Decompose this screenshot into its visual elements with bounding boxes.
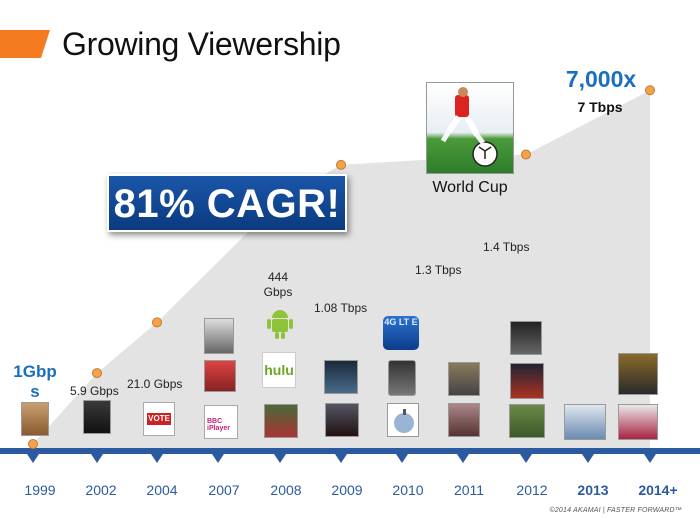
end-value-label: 7 Tbps — [577, 99, 623, 115]
axis-tick-2009 — [335, 454, 347, 463]
year-2004: 2004 — [146, 482, 178, 498]
axis-tick-2014+ — [644, 454, 656, 463]
iphone-thumbnail — [204, 318, 234, 354]
bbc-text: BBC iPlayer — [207, 418, 230, 432]
end-multiplier-label: 7,000x — [565, 66, 637, 92]
android-icon — [267, 310, 293, 339]
page-title: Growing Viewership — [62, 26, 341, 62]
4k-thumbnail — [564, 404, 606, 440]
cagr-badge: 81% CAGR! — [107, 174, 347, 232]
apple-tv-thumbnail — [387, 403, 419, 437]
axis-tick-2011 — [457, 454, 469, 463]
year-1999: 1999 — [24, 482, 56, 498]
year-2007: 2007 — [208, 482, 240, 498]
data-label-2002: 5.9 Gbps — [70, 384, 119, 398]
2007-device-thumbnail — [204, 360, 236, 392]
2009-screen-thumbnail — [324, 360, 358, 394]
year-2010: 2010 — [392, 482, 424, 498]
2002-thumbnail — [83, 400, 111, 434]
year-2002: 2002 — [85, 482, 117, 498]
2012-thumbnail — [509, 404, 545, 438]
year-2011: 2011 — [453, 482, 485, 498]
data-label-2004: 21.0 Gbps — [127, 377, 183, 391]
2009-thumbnail — [325, 403, 359, 437]
footer-copyright: ©2014 AKAMAI | FASTER FORWARD™ — [549, 507, 682, 514]
growth-area — [33, 90, 650, 448]
ipad-thumbnail — [388, 360, 416, 396]
data-point-2002 — [92, 368, 102, 379]
year-2014-plus: 2014+ — [638, 482, 678, 498]
start-value-label: 1Gbps — [13, 362, 57, 401]
data-label-2012: 1.4 Tbps — [483, 240, 530, 254]
axis-tick-2013 — [582, 454, 594, 463]
axis-tick-1999 — [27, 454, 39, 463]
year-2013: 2013 — [577, 482, 609, 498]
data-point-2012 — [521, 149, 531, 160]
data-point-2004 — [152, 317, 162, 328]
axis-tick-2008 — [274, 454, 286, 463]
2008-thumbnail — [264, 404, 298, 438]
axis-tick-2010 — [396, 454, 408, 463]
data-point-1999 — [28, 439, 38, 449]
timeline-axis — [0, 448, 700, 454]
2014-trophy-thumbnail — [618, 353, 658, 395]
axis-tick-2007 — [212, 454, 224, 463]
data-label-2009: 1.08 Tbps — [314, 301, 368, 315]
axis-tick-2002 — [91, 454, 103, 463]
data-label-2011: 1.3 Tbps — [415, 263, 462, 277]
world-cup-photo — [426, 82, 514, 174]
axis-tick-2004 — [151, 454, 163, 463]
1999-thumbnail — [21, 402, 49, 436]
year-2008: 2008 — [270, 482, 302, 498]
vote-text: VOTE — [147, 413, 171, 425]
apple-icon — [394, 409, 414, 433]
2011-thumbnail — [448, 403, 480, 437]
data-point-2014+ — [645, 85, 655, 96]
data-point-2009 — [336, 159, 346, 170]
axis-tick-2012 — [520, 454, 532, 463]
4g-lte-text: 4G LT E — [384, 317, 418, 327]
hulu-logo: hulu — [262, 352, 296, 388]
2014-thumbnail — [618, 404, 658, 440]
data-label-2008: 444 Gbps — [263, 270, 293, 299]
year-2012: 2012 — [516, 482, 548, 498]
2011-device-thumbnail — [448, 362, 480, 396]
2012-vs-thumbnail — [510, 363, 544, 399]
bbc-iplayer-thumbnail: BBC iPlayer — [204, 405, 238, 439]
vote-thumbnail: VOTE — [143, 402, 175, 436]
2012-tablet-thumbnail — [510, 321, 542, 355]
title-accent-bar — [0, 30, 50, 58]
world-cup-caption: World Cup — [432, 179, 508, 196]
year-2009: 2009 — [331, 482, 363, 498]
4g-lte-badge: 4G LT E — [383, 316, 419, 350]
